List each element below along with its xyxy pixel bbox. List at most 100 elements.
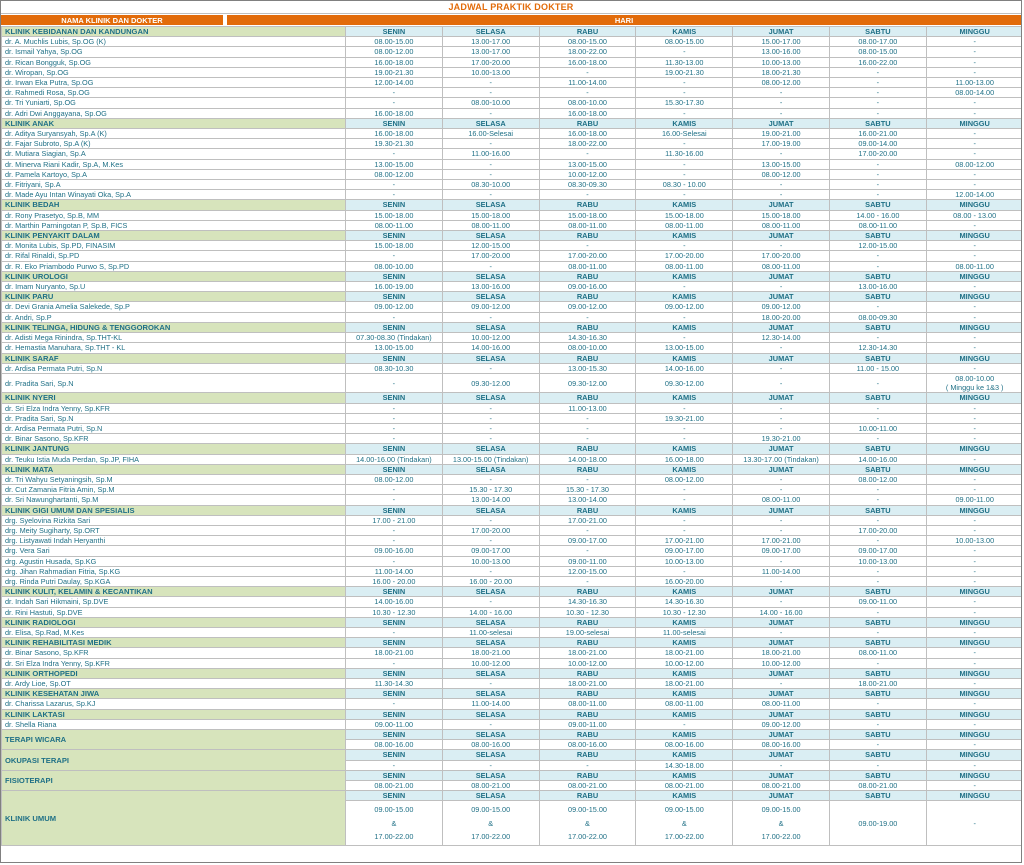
schedule-time-cell: - bbox=[828, 301, 927, 313]
schedule-time-cell: 18.00-21.00 bbox=[828, 677, 927, 690]
schedule-time-cell: - bbox=[538, 148, 637, 160]
day-header-cell: SABTU bbox=[828, 504, 927, 516]
clinic-name-cell: KLINIK GIGI UMUM DAN SPESIALIS bbox=[1, 504, 346, 516]
day-header-cell: SENIN bbox=[345, 729, 443, 741]
schedule-time-cell: - bbox=[441, 718, 540, 731]
schedule-time-cell: 10.30 - 12.30 bbox=[538, 606, 637, 618]
schedule-time-cell: - bbox=[828, 698, 927, 710]
day-header-cell: KAMIS bbox=[635, 270, 734, 283]
schedule-time-cell: 15.00-18.00 bbox=[538, 209, 637, 221]
doctor-name-cell: drg. Meity Sugiharty, Sp.ORT bbox=[1, 524, 346, 537]
schedule-time-cell: - bbox=[345, 759, 443, 771]
schedule-time-cell: - bbox=[635, 46, 734, 58]
schedule-time-cell: - bbox=[345, 179, 443, 191]
schedule-time-cell: - bbox=[732, 107, 830, 119]
doctor-name-cell: dr. Ardy Lioe, Sp.OT bbox=[1, 677, 346, 690]
section-times-row: 08.00-16.00 08.00-16.00 08.00-16.00 08.00-1… bbox=[2, 739, 1021, 751]
doctor-name-cell: dr. Rifal Rinaldi, Sp.PD bbox=[1, 250, 346, 262]
day-header-cell: SENIN bbox=[345, 25, 443, 38]
schedule-time-cell: 18.00-21.00 bbox=[732, 647, 830, 659]
schedule-time-cell: 17.00-21.00 bbox=[635, 535, 734, 547]
schedule-time-cell: - bbox=[925, 36, 1021, 48]
schedule-time-cell: - bbox=[732, 342, 830, 354]
schedule-time-cell: 09.00-15.00 & 17.00-22.00 bbox=[732, 800, 830, 847]
schedule-time-cell: 08.00-21.00 bbox=[828, 780, 927, 792]
doctor-name-cell: dr. Rahmedi Rosa, Sp.OG bbox=[1, 87, 346, 99]
schedule-time-cell: 08.30 - 10.00 bbox=[635, 179, 734, 191]
day-header-cell: RABU bbox=[538, 443, 637, 455]
schedule-time-cell: - bbox=[732, 514, 830, 526]
doctor-row: dr. Ismail Yahya, Sp.OG 08.00-12.00 13.00-… bbox=[1, 46, 1021, 58]
schedule-time-cell: - bbox=[925, 168, 1021, 181]
schedule-time-cell: - bbox=[925, 575, 1021, 588]
schedule-time-cell: 08.00-11.00 bbox=[828, 647, 927, 659]
schedule-time-cell: 16.00-18.00 bbox=[538, 107, 637, 119]
day-header-cell: RABU bbox=[538, 230, 637, 242]
day-header-cell: SELASA bbox=[441, 392, 540, 404]
schedule-time-cell: 08.00-17.00 bbox=[828, 36, 927, 48]
schedule-time-cell: - bbox=[538, 545, 637, 557]
schedule-time-cell: 09.00-12.00 bbox=[441, 301, 540, 313]
day-header-cell: RABU bbox=[538, 199, 637, 211]
schedule-time-cell: - bbox=[345, 412, 443, 424]
schedule-time-cell: - bbox=[925, 514, 1021, 526]
doctor-row: drg. Syelovina Rizkita Sari 17.00 - 21.00… bbox=[1, 514, 1021, 526]
day-header-cell: RABU bbox=[538, 321, 637, 334]
day-header-cell: KAMIS bbox=[635, 291, 734, 303]
day-header-cell: MINGGU bbox=[925, 708, 1021, 720]
section-header-row: TERAPI WICARA SENIN SELASA RABU KAMIS JUMAT SA… bbox=[1, 729, 1021, 751]
header-nama-klinik: NAMA KLINIK DAN DOKTER bbox=[1, 15, 223, 25]
schedule-time-cell: 09.00-11.00 bbox=[345, 718, 443, 731]
schedule-time-cell: 14.30-16.30 bbox=[538, 596, 637, 608]
day-header-cell: RABU bbox=[538, 504, 637, 516]
day-header-cell: RABU bbox=[538, 117, 637, 130]
schedule-time-cell: - bbox=[732, 524, 830, 537]
clinic-name-cell: KLINIK BEDAH bbox=[1, 199, 346, 211]
schedule-time-cell: - bbox=[732, 484, 830, 496]
doctor-name-cell: dr. Mutiara Siagian, Sp.A bbox=[1, 148, 346, 160]
day-header-cell: JUMAT bbox=[732, 667, 830, 680]
doctor-row: dr. Hemastia Manuhara, Sp.THT - KL 13.00-… bbox=[1, 342, 1021, 354]
schedule-time-cell: - bbox=[925, 545, 1021, 557]
day-header-cell: JUMAT bbox=[732, 270, 830, 283]
day-header-cell: SELASA bbox=[441, 667, 540, 680]
clinic-name-cell: KLINIK UMUM bbox=[1, 790, 346, 847]
schedule-time-cell: - bbox=[538, 189, 637, 201]
day-header-cell: RABU bbox=[538, 749, 637, 761]
schedule-time-cell: 15.00-18.00 bbox=[635, 209, 734, 221]
doctor-name-cell: dr. Teuku Istia Muda Perdan, Sp.JP, FIHA bbox=[1, 453, 346, 465]
day-header-cell: JUMAT bbox=[732, 504, 830, 516]
section-header-row: KLINIK JANTUNG SENIN SELASA RABU KAMIS JUMAT S… bbox=[1, 443, 1021, 455]
clinic-name-cell: KLINIK PENYAKIT DALAM bbox=[1, 230, 346, 242]
day-header-cell: SABTU bbox=[828, 463, 927, 475]
day-header-cell: SELASA bbox=[441, 443, 540, 455]
schedule-time-cell: - bbox=[538, 240, 637, 252]
doctor-name-cell: dr. Sri Elza Indra Yenny, Sp.KFR bbox=[1, 402, 346, 414]
day-header-cell: RABU bbox=[538, 352, 637, 364]
schedule-time-cell: 10.30 - 12.30 bbox=[345, 606, 443, 618]
schedule-time-cell: 19.00-21.00 bbox=[732, 128, 830, 140]
section-header-row: KLINIK KEBIDANAN DAN KANDUNGAN SENIN SELAS… bbox=[1, 25, 1021, 38]
day-header-cell: SELASA bbox=[441, 230, 540, 242]
schedule-time-cell: - bbox=[925, 596, 1021, 608]
schedule-time-cell: - bbox=[635, 332, 734, 344]
schedule-time-cell: 17.00-20.00 bbox=[635, 250, 734, 262]
schedule-time-cell: - bbox=[732, 626, 830, 639]
day-header-cell: SABTU bbox=[828, 443, 927, 455]
day-header-cell: SENIN bbox=[345, 667, 443, 680]
schedule-time-cell: 16.00-22.00 bbox=[828, 56, 927, 68]
schedule-time-cell: 14.00 - 16.00 bbox=[828, 209, 927, 221]
schedule-time-cell: - bbox=[538, 87, 637, 99]
schedule-time-cell: - bbox=[345, 87, 443, 99]
schedule-time-cell: - bbox=[925, 46, 1021, 58]
doctor-name-cell: dr. Sri Nawunghartanti, Sp.M bbox=[1, 494, 346, 506]
schedule-time-cell: 14.00-16.00 bbox=[441, 342, 540, 354]
schedule-time-cell: 12.00-15.00 bbox=[828, 240, 927, 252]
schedule-time-cell: - bbox=[345, 148, 443, 160]
clinic-name-cell: TERAPI WICARA bbox=[1, 729, 346, 751]
schedule-time-cell: 08.00-12.00 bbox=[345, 473, 443, 486]
schedule-time-cell: 09.00-17.00 bbox=[828, 545, 927, 557]
day-header-cell: MINGGU bbox=[925, 616, 1021, 628]
schedule-time-cell: 18.00-21.00 bbox=[441, 647, 540, 659]
